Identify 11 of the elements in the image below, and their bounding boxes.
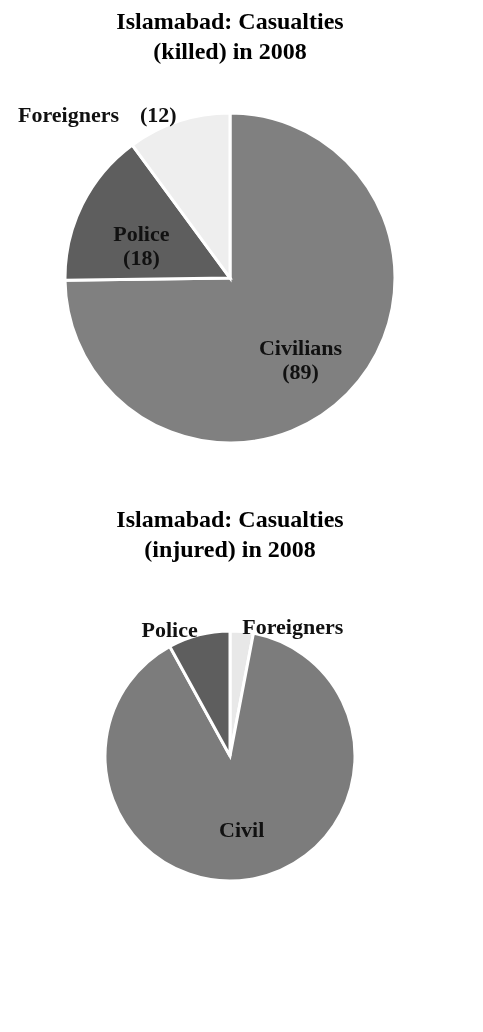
data-label: (12) xyxy=(139,101,177,127)
slice-label: Police xyxy=(113,220,170,246)
chart-title: Islamabad: Casualties (killed) in 2008 xyxy=(116,8,344,64)
slice-label: Civil xyxy=(219,817,265,843)
slice-label: Civilians xyxy=(258,334,343,360)
slice-label: Foreigners xyxy=(18,101,120,127)
slice-label: Police xyxy=(141,617,198,643)
slice-label: Foreigners xyxy=(242,613,344,639)
chart-title: Islamabad: Casualties (injured) in 2008 xyxy=(116,506,344,562)
data-label: (18) xyxy=(123,244,160,270)
data-label: (89) xyxy=(282,358,319,384)
